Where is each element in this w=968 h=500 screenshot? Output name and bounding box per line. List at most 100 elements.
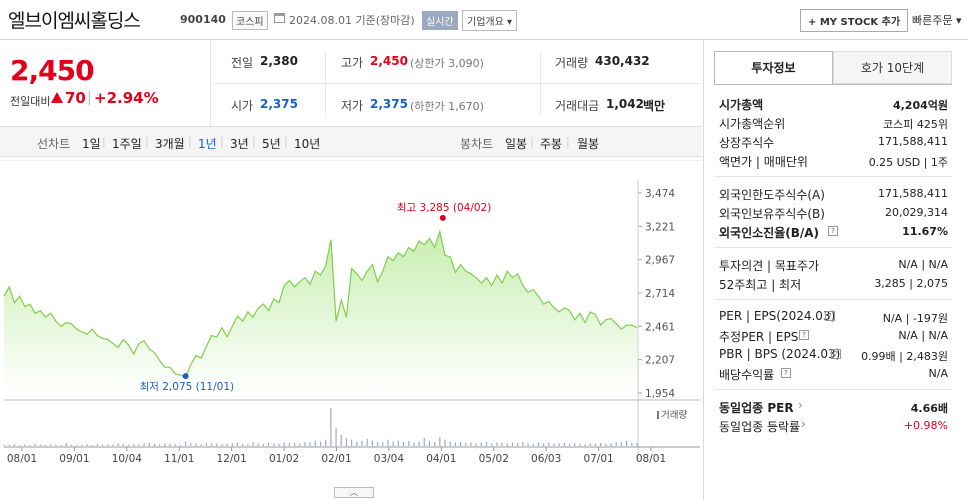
volume-bar [361,440,363,446]
volume-bar [184,441,187,446]
low-value: 2,375 [370,97,408,111]
y-tick-label: 1,954 [645,388,675,400]
volume-bar [470,442,472,446]
help-icon[interactable]: ? [831,349,841,359]
x-tick-label: 02/01 [321,453,351,465]
volume-bar [579,443,581,446]
period-daily[interactable]: 일봉 [505,137,528,151]
volume-bar [18,445,21,446]
volume-bar [356,441,358,446]
market-cap-rank-value: 코스피 425위 [883,118,948,131]
volume-bar [148,442,150,446]
volume-bar [485,441,488,446]
y-tick-label: 2,714 [645,288,675,300]
period-separator: | [530,135,534,148]
open-label: 시가 [231,99,254,113]
volume-bar [288,442,290,446]
period-3m[interactable]: 3개월 [155,137,185,151]
volume-bar [548,442,550,446]
volume-bar [210,443,213,446]
tab-invest-info[interactable]: 투자정보 [714,51,833,84]
period-3y[interactable]: 3년 [230,137,249,151]
period-10y[interactable]: 10년 [294,137,321,151]
est-per-eps-value: N/A | N/A [898,329,948,342]
x-tick-label: 04/01 [426,453,456,465]
volume-bar [44,445,47,446]
add-my-stock-button[interactable]: + MY STOCK 추가 [800,9,909,32]
volume-bar [589,443,591,446]
high-value: 2,450 [370,54,408,68]
volume-bar [55,444,57,446]
volume-bar [615,442,617,446]
volume-bar [610,443,612,446]
period-separator: | [102,135,106,148]
volume-bar [335,428,337,446]
volume-bar [558,443,560,446]
volume-bar [309,442,311,446]
period-monthly[interactable]: 월봉 [577,137,600,151]
volume-legend-swatch [657,411,659,419]
price-area [4,231,637,393]
period-1y[interactable]: 1년 [198,137,217,151]
volume-bar [60,445,62,446]
volume-bar [340,434,342,446]
volume-bar [371,440,373,446]
volume-bar [376,441,379,446]
volume-bar [408,441,410,446]
tab-underline [714,84,952,85]
volume-bar [252,441,254,446]
prev-close-label: 전일 [231,56,254,70]
volume-bar [454,442,457,446]
volume-bar [387,439,389,446]
volume-label: 거래량 [555,56,589,70]
low-annotation: 최저 2,075 (11/01) [140,381,235,393]
volume-bar [537,442,540,446]
x-tick-label: 12/01 [217,453,247,465]
volume-bar [382,442,384,446]
volume-bar [423,437,425,446]
volume-bar [532,443,534,446]
volume-bar [216,443,218,446]
pbr-bps-value: 0.99배 | 2,483원 [861,350,948,363]
volume-bar [138,444,140,446]
volume-bar [268,442,270,446]
volume-bar [34,443,36,446]
par-value-label: 액면가 | 매매단위 [719,155,808,169]
chevron-right-icon: › [801,417,806,431]
volume-bar [76,445,78,446]
period-1w[interactable]: 1주일 [112,137,142,151]
industry-per-label[interactable]: 동일업종 PER [719,401,794,415]
company-summary-dropdown[interactable]: 기업개요 ▾ [462,10,517,31]
help-icon[interactable]: ? [825,311,835,321]
realtime-button[interactable]: 실시간 [422,11,458,30]
industry-rate-value: +0.98% [903,419,948,432]
collapse-chart-button[interactable]: ︿ [334,487,374,498]
help-icon[interactable]: ? [828,226,838,236]
info-separator [714,389,952,390]
volume-bar [195,443,197,446]
chevron-right-icon: › [798,398,803,412]
volume-bar [283,442,285,446]
volume-bar [50,444,52,446]
help-icon[interactable]: ? [781,368,791,378]
volume-bar [330,408,332,446]
volume-bar [169,443,171,446]
foreign-limit-label: 외국인한도주식수(A) [719,188,825,202]
industry-rate-label[interactable]: 동일업종 등락률 [719,420,801,434]
high-marker [439,214,446,221]
volume-bar [231,443,233,446]
period-5y[interactable]: 5년 [262,137,281,151]
volume-bar [501,442,503,446]
period-1d[interactable]: 1일 [82,137,101,151]
period-weekly[interactable]: 주봉 [540,137,563,151]
quick-order-dropdown[interactable]: 빠른주문 ▾ [912,14,962,27]
volume-bar [449,441,451,446]
volume-bar [522,441,524,446]
volume-bar [511,442,514,446]
help-icon[interactable]: ? [799,330,809,340]
volume-bar [605,443,607,446]
tab-orderbook-10[interactable]: 호가 10단계 [833,51,952,84]
volume-bar [242,443,244,446]
dividend-yield-label: 배당수익률 [719,368,775,382]
volume-bar [70,444,73,446]
